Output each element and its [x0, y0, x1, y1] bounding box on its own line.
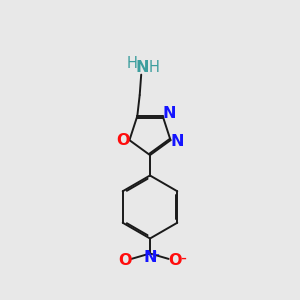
Text: N: N — [135, 60, 149, 75]
Text: O: O — [116, 133, 130, 148]
Text: H: H — [126, 56, 137, 71]
Text: +: + — [150, 250, 160, 260]
Text: N: N — [143, 250, 157, 266]
Text: N: N — [163, 106, 176, 121]
Text: -: - — [180, 248, 186, 266]
Text: O: O — [118, 253, 132, 268]
Text: H: H — [148, 60, 159, 75]
Text: N: N — [170, 134, 184, 149]
Text: O: O — [169, 253, 182, 268]
